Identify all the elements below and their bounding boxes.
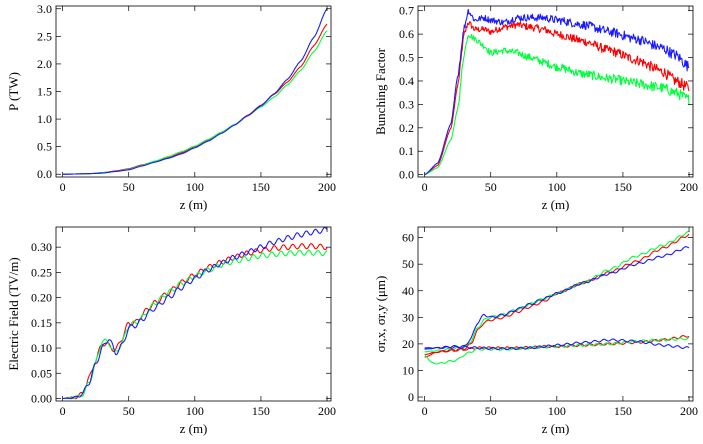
y-tick-label: 10 xyxy=(402,363,414,377)
x-axis-label: z (m) xyxy=(180,421,208,436)
series-blue-2 xyxy=(424,8,690,176)
series-green-1 xyxy=(62,30,328,175)
x-tick-label: 0 xyxy=(422,404,428,418)
series-blue-5 xyxy=(424,338,690,351)
y-axis-label: Electric Field (TV/m) xyxy=(6,257,21,370)
x-tick-label: 150 xyxy=(614,180,632,194)
y-tick-label: 0.00 xyxy=(31,391,52,405)
series-green-1 xyxy=(62,249,328,400)
panel-power: 0 50 100 150 200 0.0 0.5 1.0 1.5 2.0 2.5 3.0 z (m) P … xyxy=(6,2,336,212)
series-blue-2 xyxy=(62,226,328,400)
x-tick-label: 200 xyxy=(318,180,336,194)
y-tick-label: 1.5 xyxy=(37,85,52,99)
y-tick-label: 0.4 xyxy=(399,74,414,88)
series-red-0 xyxy=(62,23,328,175)
x-axis-label: z (m) xyxy=(180,197,208,212)
x-tick-label: 200 xyxy=(318,404,336,418)
x-tick-label: 150 xyxy=(614,404,632,418)
series-red-0 xyxy=(424,21,690,176)
plot-frame xyxy=(417,5,694,178)
series-blue-2 xyxy=(62,8,328,175)
y-tick-label: 0.30 xyxy=(31,240,52,254)
y-tick-label: 50 xyxy=(402,257,414,271)
x-tick-label: 100 xyxy=(548,404,566,418)
x-tick-label: 50 xyxy=(123,180,135,194)
y-tick-label: 0 xyxy=(408,390,414,404)
y-tick-label: 1.0 xyxy=(37,112,52,126)
y-tick-label: 2.5 xyxy=(37,29,52,43)
x-tick-label: 0 xyxy=(60,180,66,194)
x-tick-label: 100 xyxy=(548,180,566,194)
y-tick-label: 0.10 xyxy=(31,341,52,355)
series-red-0 xyxy=(62,243,328,400)
x-tick-label: 100 xyxy=(186,180,204,194)
x-tick-label: 150 xyxy=(252,180,270,194)
y-tick-label: 60 xyxy=(402,231,414,245)
x-tick-label: 50 xyxy=(485,180,497,194)
y-tick-label: 0.05 xyxy=(31,366,52,380)
x-tick-label: 150 xyxy=(252,404,270,418)
x-tick-label: 0 xyxy=(422,180,428,194)
y-axis-label: P (TW) xyxy=(6,72,21,111)
y-tick-label: 0.2 xyxy=(399,121,414,135)
y-axis-label: σr,x, σr,y (μm) xyxy=(373,276,388,353)
y-tick-label: 0.7 xyxy=(399,4,414,18)
y-tick-label: 0.15 xyxy=(31,316,52,330)
panel-bunching: 0 50 100 150 200 0.0 0.1 0.2 0.3 0.4 0.5 0.6 0.7 z (m… xyxy=(373,4,698,212)
y-tick-label: 0.6 xyxy=(399,27,414,41)
y-tick-label: 0.3 xyxy=(399,97,414,111)
y-tick-label: 20 xyxy=(402,337,414,351)
y-tick-label: 0.25 xyxy=(31,265,52,279)
x-axis-label: z (m) xyxy=(542,421,570,436)
plot-frame xyxy=(55,226,332,402)
y-axis-label: Bunching Factor xyxy=(373,47,388,135)
panel-beamsize: 0 50 100 150 200 0 10 20 30 40 50 60 z (m) σr,x, σr,y… xyxy=(373,226,698,436)
x-tick-label: 50 xyxy=(485,404,497,418)
series-green-1 xyxy=(424,33,690,176)
y-tick-label: 40 xyxy=(402,284,414,298)
x-tick-label: 0 xyxy=(60,404,66,418)
panel-field: 0 50 100 150 200 0.00 0.05 0.10 0.15 0.20 0.25 0.30… xyxy=(6,226,336,436)
x-tick-label: 200 xyxy=(680,180,698,194)
y-tick-label: 0.0 xyxy=(399,168,414,182)
series-green-4 xyxy=(424,337,690,365)
x-tick-label: 100 xyxy=(186,404,204,418)
y-tick-label: 3.0 xyxy=(37,2,52,16)
x-tick-label: 200 xyxy=(680,404,698,418)
plot-frame xyxy=(417,226,694,402)
y-tick-label: 0.1 xyxy=(399,144,414,158)
plot-frame xyxy=(55,5,332,178)
y-tick-label: 0.5 xyxy=(399,51,414,65)
series-red-0 xyxy=(424,233,690,356)
x-axis-label: z (m) xyxy=(542,197,570,212)
series-green-1 xyxy=(424,230,690,353)
y-tick-label: 0.0 xyxy=(37,167,52,181)
x-tick-label: 50 xyxy=(123,404,135,418)
y-tick-label: 0.20 xyxy=(31,291,52,305)
series-blue-2 xyxy=(424,246,690,350)
y-tick-label: 30 xyxy=(402,310,414,324)
y-tick-label: 2.0 xyxy=(37,57,52,71)
y-tick-label: 0.5 xyxy=(37,140,52,154)
